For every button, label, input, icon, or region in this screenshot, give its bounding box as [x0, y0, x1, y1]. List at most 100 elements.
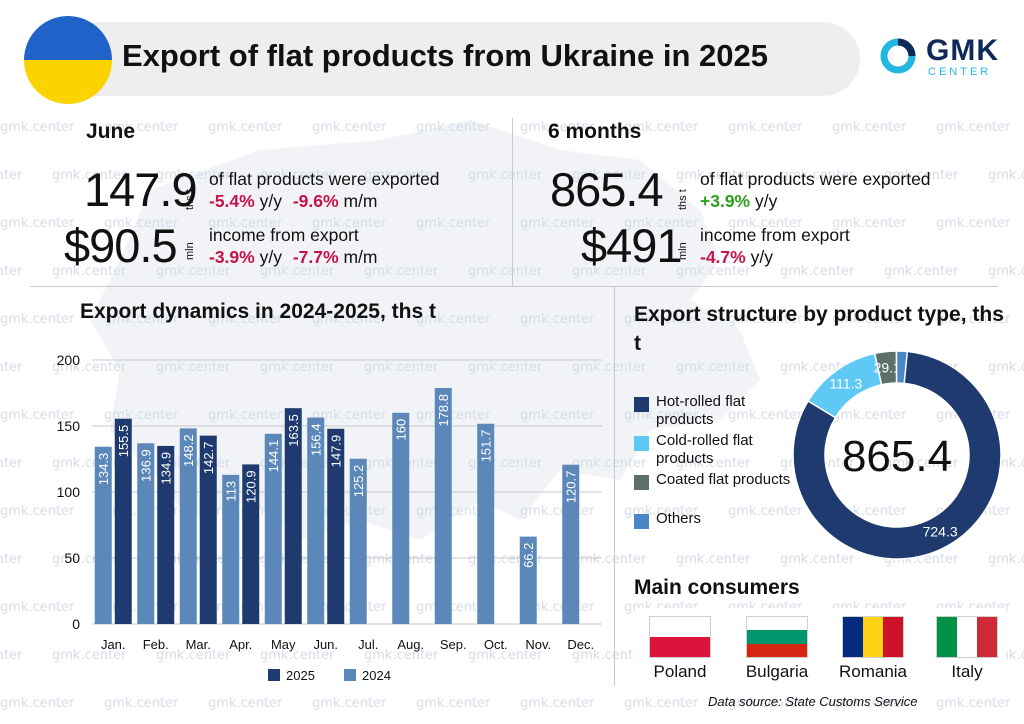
june-volume-mm: -9.6% — [292, 191, 339, 211]
x-tick-label: Jan. — [101, 637, 126, 652]
watermark-text: gmk.center — [208, 696, 283, 711]
june-income-desc: income from export — [209, 225, 359, 245]
donut-legend-label: Others — [656, 510, 702, 527]
divider-horizontal — [30, 286, 998, 287]
bar-value-label: 113 — [224, 481, 239, 502]
x-tick-label: Sep. — [440, 637, 467, 652]
consumer-name: Bulgaria — [745, 662, 809, 681]
italy-flag-icon — [936, 616, 998, 658]
watermark-text: gmk.center — [312, 216, 387, 231]
consumers-title: Main consumers — [634, 576, 800, 599]
consumer-name: Romania — [838, 662, 908, 681]
consumer-name: Italy — [951, 662, 983, 681]
bar-2024 — [562, 464, 580, 624]
x-tick-label: Feb. — [143, 637, 169, 652]
bar-value-label: 151.7 — [479, 430, 494, 463]
export-structure-donut-chart: 724.3 111.3 29.1 865.4 — [792, 350, 1002, 560]
watermark-text: gmk.center — [988, 552, 1024, 567]
watermark-text: gmk.center — [884, 456, 959, 471]
divider-vertical-bottom — [614, 286, 615, 686]
x-tick-label: Oct. — [484, 637, 508, 652]
six-months-period-title: 6 months — [548, 120, 642, 143]
bar-value-label: 148.2 — [181, 434, 196, 467]
bar-value-label: 160 — [394, 419, 409, 441]
watermark-text: gmk.center — [676, 552, 751, 567]
x-tick-label: May — [271, 637, 296, 652]
watermark-text: gmk.center — [156, 168, 231, 183]
bulgaria-flag-icon — [746, 616, 808, 658]
watermark-text: gmk.center — [260, 648, 335, 663]
bar-value-label: 155.5 — [116, 425, 131, 458]
flag-stripe — [977, 617, 997, 657]
watermark-text: gmk.center — [572, 360, 647, 375]
bar-2025 — [242, 464, 260, 624]
watermark-text: gmk.center — [988, 360, 1024, 375]
bar-value-label: 120.9 — [244, 470, 259, 503]
six-months-income-value: $491 — [581, 219, 683, 272]
donut-legend-label: Coated flat products — [656, 471, 791, 488]
june-volume-desc: of flat products were exported — [209, 169, 440, 189]
watermark-text: gmk.center — [156, 264, 231, 279]
bar-value-label: 163.5 — [286, 414, 301, 447]
consumer-name: Poland — [653, 662, 707, 681]
watermark-text: gmk.center — [884, 168, 959, 183]
watermark-text: gmk.center — [728, 504, 803, 519]
bar-2024 — [307, 417, 325, 624]
watermark-text: gmk.center — [0, 600, 75, 615]
logo-ring-icon — [880, 38, 916, 74]
june-volume-changes: -5.4% y/y -9.6% m/m — [209, 191, 377, 212]
bar-2025 — [199, 435, 217, 624]
consumer-bulgaria: Bulgaria — [739, 616, 815, 682]
six-months-income-unit: mln — [677, 242, 689, 260]
watermark-text: gmk.center — [52, 264, 127, 279]
watermark-text: gmk.center — [624, 312, 699, 327]
flag-stripe — [747, 617, 807, 631]
six-months-volume-desc: of flat products were exported — [700, 169, 931, 189]
june-income-mm-suffix: m/m — [343, 247, 378, 267]
donut-legend-swatch — [634, 436, 649, 451]
watermark-text: gmk.center — [416, 408, 491, 423]
watermark-text: gmk.center — [728, 216, 803, 231]
watermark-text: gmk.center — [364, 264, 439, 279]
watermark-text: gmk.center — [104, 312, 179, 327]
x-tick-label: Jul. — [358, 637, 378, 652]
donut-slice-label: 29.1 — [874, 360, 901, 376]
donut-legend-swatch — [634, 475, 649, 490]
watermark-text: gmk.center — [312, 312, 387, 327]
six-months-volume-changes: +3.9% y/y — [700, 191, 777, 212]
bar-2024 — [434, 387, 452, 624]
flag-stripe — [863, 617, 883, 657]
legend-label-2025: 2025 — [286, 668, 315, 683]
watermark-text: gmk.center — [312, 120, 387, 135]
bar-chart-title: Export dynamics in 2024-2025, ths t — [80, 300, 436, 323]
flag-stripe — [937, 617, 957, 657]
watermark-text: gmk.center — [676, 168, 751, 183]
donut-slice — [895, 350, 909, 385]
donut-legend-item: Coated flat products — [634, 471, 804, 509]
bar-value-label: 156.4 — [309, 424, 324, 457]
watermark-text: gmk.center — [364, 168, 439, 183]
logo-text-sub: CENTER — [928, 66, 992, 78]
watermark-text: gmk.center — [52, 168, 127, 183]
x-tick-label: Dec. — [567, 637, 594, 652]
watermark-text: gmk.center — [572, 552, 647, 567]
watermark-text: gmk.center — [572, 264, 647, 279]
six-months-volume-yy-suffix: y/y — [754, 191, 778, 211]
watermark-text: gmk.center — [416, 216, 491, 231]
watermark-text: gmk.center — [936, 120, 1011, 135]
watermark-text: gmk.center — [0, 264, 23, 279]
donut-legend-swatch — [634, 397, 649, 412]
x-tick-label: Mar. — [186, 637, 211, 652]
page-title: Export of flat products from Ukraine in … — [122, 38, 768, 73]
bar-2024 — [264, 433, 282, 624]
flag-stripe — [650, 637, 710, 657]
bar-value-label: 66.2 — [521, 543, 536, 568]
bar-value-label: 134.9 — [159, 452, 174, 485]
june-income-changes: -3.9% y/y -7.7% m/m — [209, 247, 377, 268]
consumer-poland: Poland — [642, 616, 718, 682]
watermark-text: gmk.center — [260, 360, 335, 375]
six-months-volume-value: 865.4 — [550, 163, 664, 216]
bar-2024 — [519, 536, 537, 624]
watermark-text: gmk.center — [676, 456, 751, 471]
flag-stripe — [747, 643, 807, 657]
